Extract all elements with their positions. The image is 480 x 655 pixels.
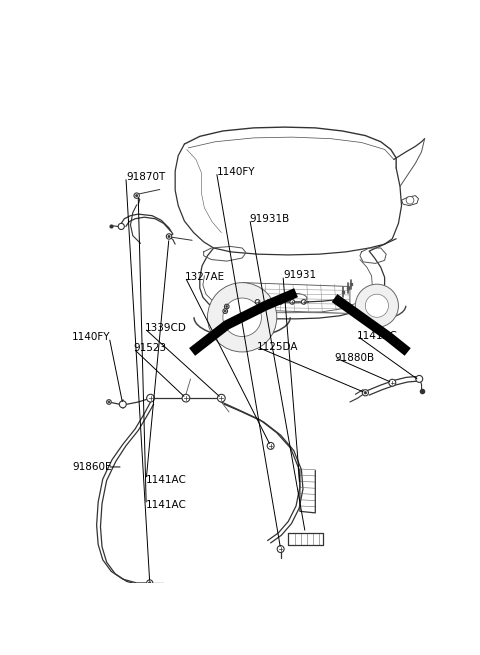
Circle shape [389,379,396,386]
Circle shape [225,304,229,309]
Circle shape [277,546,284,553]
Circle shape [290,299,295,304]
Text: 91870T: 91870T [126,172,165,182]
Circle shape [355,284,398,328]
Text: 91523: 91523 [133,343,167,354]
Circle shape [223,309,228,314]
Circle shape [267,442,274,449]
Circle shape [134,193,139,198]
Text: 91880B: 91880B [335,352,375,362]
Circle shape [223,298,262,337]
Circle shape [207,283,277,352]
Circle shape [406,196,414,204]
Circle shape [135,195,138,196]
Circle shape [278,299,283,304]
Circle shape [217,394,225,402]
Text: 1125DA: 1125DA [257,342,299,352]
Text: 1141AC: 1141AC [146,500,187,510]
Text: 91931B: 91931B [250,214,290,224]
Circle shape [267,299,271,304]
Circle shape [166,234,172,239]
Circle shape [182,394,190,402]
Text: 1140FY: 1140FY [72,332,111,343]
Circle shape [362,390,369,396]
Circle shape [147,580,153,586]
Text: 1141AC: 1141AC [146,475,187,485]
Circle shape [226,306,228,307]
Circle shape [255,299,260,304]
Text: 1327AE: 1327AE [185,272,225,282]
Circle shape [301,299,306,304]
Circle shape [107,400,111,404]
Circle shape [120,401,126,408]
Circle shape [168,235,170,238]
Circle shape [365,294,388,317]
Circle shape [108,401,110,403]
Text: 1140FY: 1140FY [216,167,255,177]
Circle shape [416,375,423,383]
Text: 1339CD: 1339CD [144,324,186,333]
Text: 91860E: 91860E [72,462,112,472]
Circle shape [224,310,226,312]
Circle shape [364,392,367,394]
Circle shape [118,223,124,229]
Text: 1141AC: 1141AC [357,331,398,341]
Text: 91931: 91931 [283,271,316,280]
Circle shape [148,582,151,584]
Circle shape [147,394,155,402]
